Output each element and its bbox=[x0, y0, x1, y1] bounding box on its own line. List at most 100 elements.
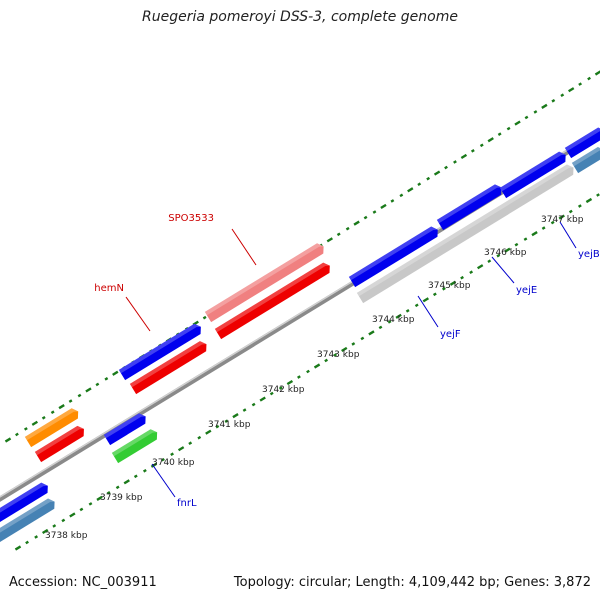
gene-SPO3533 bbox=[214, 262, 330, 340]
lower-tick-dot bbox=[232, 413, 239, 419]
upper-tick-dot bbox=[77, 393, 82, 398]
lower-tick-dot bbox=[161, 457, 165, 462]
lower-tick-dot bbox=[251, 402, 256, 407]
lower-tick-dot bbox=[523, 237, 528, 241]
callout-line bbox=[417, 295, 439, 328]
lower-tick-dot bbox=[69, 512, 76, 518]
lower-tick-dot bbox=[61, 518, 66, 523]
gene-yej-2 bbox=[436, 184, 502, 231]
upper-tick-dot bbox=[23, 427, 28, 431]
tick-label: 3739 kbp bbox=[100, 493, 143, 503]
lower-tick-dot bbox=[496, 253, 501, 258]
lower-tick-dot bbox=[269, 391, 274, 396]
lower-tick-dot bbox=[205, 429, 212, 435]
tick-label: 3743 kbp bbox=[317, 350, 360, 360]
lower-tick-dot bbox=[333, 353, 338, 357]
map-title: Ruegeria pomeroyi DSS-3, complete genome bbox=[142, 9, 458, 25]
upper-tick-dot bbox=[4, 437, 12, 443]
upper-tick-dot bbox=[399, 193, 404, 198]
upper-tick-dot bbox=[85, 387, 92, 393]
callout-line bbox=[125, 296, 151, 332]
upper-tick-dot bbox=[363, 215, 368, 220]
upper-tick-dot bbox=[578, 82, 583, 86]
gene-hemN bbox=[129, 341, 207, 395]
topology-summary: Topology: circular; Length: 4,109,442 bp… bbox=[233, 575, 591, 590]
lower-tick-dot bbox=[351, 342, 356, 346]
lower-tick-dot bbox=[487, 259, 492, 263]
lower-tick-dot bbox=[414, 303, 419, 308]
lower-tick-dot bbox=[514, 242, 519, 247]
lower-tick-dot bbox=[115, 485, 120, 490]
gene-label: yejE bbox=[516, 285, 537, 296]
gene-steel-left bbox=[0, 498, 55, 544]
lower-tick-dot bbox=[368, 330, 375, 336]
upper-tick-dot bbox=[112, 370, 119, 376]
upper-tick-dot bbox=[95, 382, 100, 387]
lower-tick-dot bbox=[150, 462, 158, 468]
gene-red-small bbox=[34, 425, 84, 463]
lower-tick-dot bbox=[477, 264, 484, 270]
gene-label: yejB bbox=[578, 249, 600, 260]
upper-tick-dot bbox=[433, 170, 441, 176]
upper-tick-dot bbox=[336, 232, 341, 237]
lower-tick-dot bbox=[405, 309, 410, 313]
upper-tick-dot bbox=[524, 115, 529, 120]
lower-tick-dot bbox=[596, 193, 600, 197]
upper-tick-dot bbox=[104, 377, 109, 381]
upper-tick-dot bbox=[417, 182, 422, 187]
lower-tick-dot bbox=[170, 452, 174, 457]
tick-label: 3740 kbp bbox=[152, 458, 195, 468]
upper-tick-dot bbox=[31, 420, 39, 426]
gene-orange bbox=[24, 408, 79, 448]
upper-tick-dot bbox=[560, 93, 565, 98]
upper-tick-dot bbox=[506, 126, 511, 131]
lower-tick-dot bbox=[123, 479, 130, 485]
lower-tick-dot bbox=[541, 226, 546, 230]
gene-blue-mid bbox=[118, 323, 201, 381]
upper-tick-dot bbox=[479, 143, 484, 148]
gene-yejB bbox=[564, 127, 600, 159]
lower-tick-dot bbox=[52, 524, 57, 528]
lower-tick-dot bbox=[106, 491, 111, 495]
lower-tick-dot bbox=[341, 346, 348, 353]
lower-tick-dot bbox=[585, 197, 593, 204]
upper-tick-dot bbox=[326, 237, 334, 243]
lower-tick-dot bbox=[324, 358, 329, 363]
lower-tick-dot bbox=[531, 231, 538, 237]
upper-tick-dot bbox=[514, 120, 521, 126]
lower-tick-dot bbox=[242, 408, 247, 412]
tick-label: 3745 kbp bbox=[428, 281, 471, 291]
lower-tick-dot bbox=[469, 270, 474, 275]
lower-tick-dot bbox=[558, 214, 565, 220]
callout-line bbox=[151, 463, 176, 498]
lower-tick-dot bbox=[197, 435, 202, 440]
callout-line bbox=[559, 221, 577, 249]
upper-tick-dot bbox=[444, 165, 448, 170]
upper-tick-dot bbox=[390, 199, 395, 203]
upper-tick-dot bbox=[470, 149, 475, 153]
upper-tick-dot bbox=[407, 187, 414, 193]
upper-tick-dots bbox=[4, 70, 600, 443]
upper-tick-dot bbox=[50, 410, 55, 415]
gene-yej-1 bbox=[348, 226, 438, 288]
gene-SPO3533-pink bbox=[204, 243, 324, 323]
upper-tick-dot bbox=[533, 110, 538, 114]
upper-tick-dot bbox=[587, 76, 591, 81]
lower-tick-dot bbox=[504, 247, 511, 253]
lower-tick-dot bbox=[460, 275, 464, 280]
lower-tick-dot bbox=[142, 468, 147, 473]
coordinate-labels: 3738 kbp 3739 kbp 3740 kbp 3741 kbp 3742 kbp… bbox=[45, 215, 584, 541]
gene-label: yejF bbox=[440, 329, 461, 340]
lower-tick-dot bbox=[25, 540, 29, 545]
lower-tick-dot bbox=[215, 424, 220, 429]
gene-callouts: SPO3533 hemN fnrL yejF yejE yejB bbox=[94, 213, 600, 509]
lower-tick-dot bbox=[387, 320, 392, 324]
lower-tick-dot bbox=[395, 313, 402, 319]
upper-tick-dot bbox=[567, 87, 575, 93]
tick-label: 3744 kbp bbox=[372, 315, 415, 325]
gene-yejF bbox=[356, 164, 574, 304]
lower-tick-dot bbox=[34, 535, 39, 539]
lower-tick-dot bbox=[306, 369, 310, 374]
callout-line bbox=[231, 228, 257, 266]
upper-tick-dot bbox=[497, 132, 502, 136]
